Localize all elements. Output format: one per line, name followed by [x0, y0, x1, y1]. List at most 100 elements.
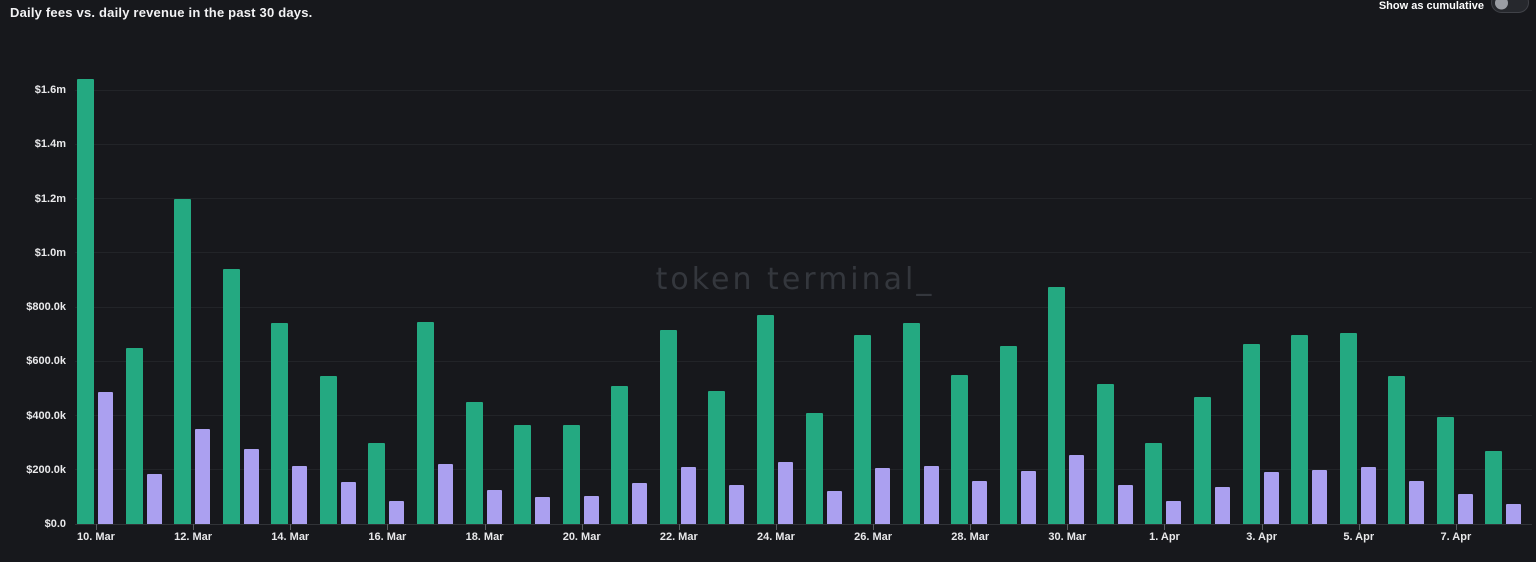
- fees-bar[interactable]: [1242, 343, 1260, 524]
- revenue-bar[interactable]: [777, 461, 793, 524]
- bar-group: 22. Mar: [658, 0, 707, 543]
- revenue-bar[interactable]: [1117, 484, 1133, 524]
- revenue-bar[interactable]: [1457, 494, 1473, 524]
- fees-bar[interactable]: [1485, 450, 1503, 524]
- cumulative-toggle-label: Show as cumulative: [1378, 0, 1484, 12]
- revenue-bar[interactable]: [680, 467, 696, 524]
- revenue-bar[interactable]: [1166, 500, 1182, 524]
- x-axis-tick-label: 16. Mar: [368, 531, 407, 543]
- x-axis-tick-label: 5. Apr: [1343, 531, 1375, 543]
- fees-bar[interactable]: [1096, 384, 1114, 524]
- revenue-bar[interactable]: [1263, 472, 1279, 524]
- fees-bar[interactable]: [514, 425, 532, 524]
- fees-bar[interactable]: [1436, 416, 1454, 524]
- revenue-bar[interactable]: [486, 490, 502, 524]
- fees-bar[interactable]: [1339, 332, 1357, 524]
- fees-bar[interactable]: [125, 347, 143, 524]
- revenue-bar[interactable]: [292, 465, 308, 524]
- fees-bar[interactable]: [951, 374, 969, 524]
- bar-group: 30. Mar: [1046, 0, 1095, 543]
- toggle-knob-icon: [1495, 0, 1508, 9]
- fees-bar[interactable]: [368, 442, 386, 524]
- revenue-bar[interactable]: [583, 495, 599, 524]
- revenue-bar[interactable]: [729, 484, 745, 524]
- y-axis-labels: $0.0 $200.0k $400.0k $600.0k $800.0k $1.0m $1.…: [0, 0, 66, 562]
- x-axis-tick-label: 26. Mar: [854, 531, 893, 543]
- bar-group: 26. Mar: [852, 0, 901, 543]
- x-axis-tick: [1261, 524, 1263, 530]
- fees-bar[interactable]: [659, 330, 677, 524]
- x-axis-tick: [484, 524, 486, 530]
- fees-bar[interactable]: [465, 401, 483, 524]
- revenue-bar[interactable]: [195, 429, 211, 524]
- fees-bar[interactable]: [1145, 442, 1163, 524]
- fees-bar[interactable]: [756, 315, 774, 524]
- revenue-bar[interactable]: [340, 481, 356, 524]
- revenue-bar[interactable]: [875, 468, 891, 524]
- revenue-bar[interactable]: [389, 500, 405, 524]
- bar-group: 12. Mar: [172, 0, 221, 543]
- revenue-bar[interactable]: [146, 473, 162, 524]
- revenue-bar[interactable]: [1069, 454, 1085, 524]
- bar-group: [1192, 0, 1241, 524]
- bar-group: [804, 0, 853, 524]
- revenue-bar[interactable]: [826, 491, 842, 524]
- x-axis-tick: [387, 524, 389, 530]
- revenue-bar[interactable]: [1020, 471, 1036, 524]
- fees-bar[interactable]: [854, 335, 872, 524]
- x-axis-tick: [775, 524, 777, 530]
- fees-bar[interactable]: [1048, 286, 1066, 524]
- revenue-bar[interactable]: [972, 480, 988, 524]
- bar-group: 18. Mar: [464, 0, 513, 543]
- revenue-bar[interactable]: [535, 496, 551, 524]
- y-axis-tick-label: $400.0k: [26, 409, 66, 422]
- bar-group: 7. Apr: [1435, 0, 1484, 543]
- fees-bar[interactable]: [1194, 396, 1212, 524]
- gridline: [75, 198, 1532, 199]
- bar-group: [998, 0, 1047, 524]
- fees-bar[interactable]: [1388, 376, 1406, 524]
- fees-bar[interactable]: [319, 376, 337, 524]
- revenue-bar[interactable]: [243, 449, 259, 524]
- revenue-bar[interactable]: [1215, 487, 1231, 524]
- fees-bar[interactable]: [902, 323, 920, 524]
- fees-bar[interactable]: [999, 346, 1017, 524]
- x-axis-tick-label: 3. Apr: [1246, 531, 1277, 543]
- x-axis-tick-label: 18. Mar: [465, 531, 504, 543]
- x-axis-tick: [1358, 524, 1360, 530]
- revenue-bar[interactable]: [98, 392, 113, 524]
- revenue-bar[interactable]: [1409, 480, 1425, 524]
- bar-group: 16. Mar: [366, 0, 415, 543]
- revenue-bar[interactable]: [923, 465, 939, 524]
- fees-bar[interactable]: [271, 323, 289, 524]
- y-axis-tick-label: $1.2m: [34, 192, 66, 205]
- bar-group: [1386, 0, 1435, 524]
- fees-bar[interactable]: [805, 412, 823, 524]
- x-axis-tick: [290, 524, 292, 530]
- fees-bar[interactable]: [562, 425, 580, 524]
- fees-bar[interactable]: [708, 391, 726, 524]
- fees-bar[interactable]: [222, 269, 240, 524]
- revenue-bar[interactable]: [1360, 467, 1376, 524]
- gridline: [75, 143, 1532, 145]
- bar-group: [1483, 0, 1532, 524]
- revenue-bar[interactable]: [437, 464, 453, 524]
- x-axis-tick: [96, 524, 97, 530]
- fees-bar[interactable]: [1291, 335, 1309, 524]
- bar-group: 24. Mar: [755, 0, 804, 543]
- fees-bar[interactable]: [416, 321, 434, 524]
- revenue-bar[interactable]: [1506, 503, 1522, 524]
- revenue-bar[interactable]: [632, 483, 648, 524]
- gridline: [75, 360, 1532, 362]
- chart-title: Daily fees vs. daily revenue in the past…: [10, 5, 313, 20]
- x-axis-tick: [1164, 524, 1166, 530]
- gridline: [75, 252, 1532, 254]
- fees-bar[interactable]: [77, 79, 94, 524]
- revenue-bar[interactable]: [1312, 469, 1328, 524]
- fees-bar[interactable]: [611, 385, 629, 524]
- bar-group: 28. Mar: [949, 0, 998, 543]
- bar-group: 5. Apr: [1338, 0, 1387, 543]
- x-axis-tick-label: 7. Apr: [1440, 531, 1472, 543]
- fees-bar[interactable]: [174, 198, 192, 524]
- bar-group: 14. Mar: [269, 0, 318, 543]
